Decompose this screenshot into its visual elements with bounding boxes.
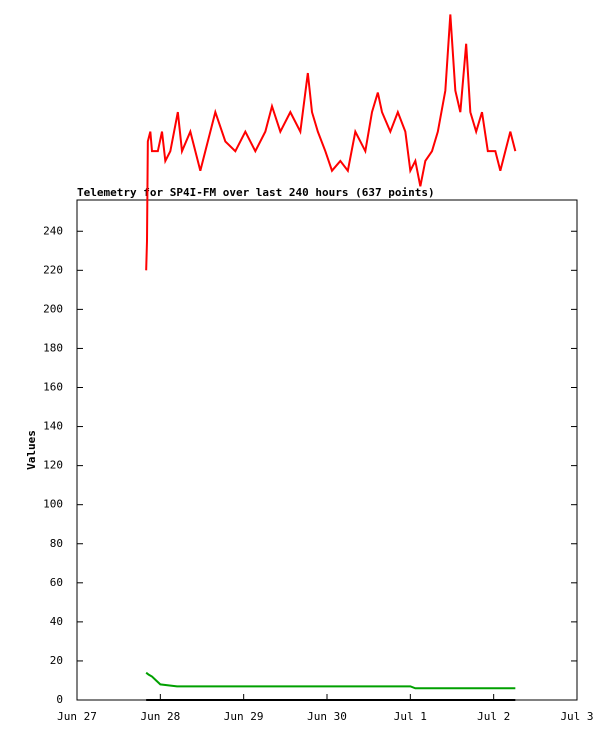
y-tick-label: 80 — [50, 537, 63, 550]
y-tick-label: 0 — [56, 693, 63, 706]
y-tick-label: 180 — [43, 341, 63, 354]
y-tick-label: 160 — [43, 381, 63, 394]
x-tick-label: Jun 29 — [224, 710, 264, 723]
x-tick-label: Jun 28 — [140, 710, 180, 723]
y-tick-label: 200 — [43, 302, 63, 315]
plot-frame — [76, 199, 578, 701]
chart-title: Telemetry for SP4I-FM over last 240 hour… — [77, 186, 435, 199]
y-tick-label: 40 — [50, 615, 63, 628]
x-tick-label: Jul 3 — [560, 710, 593, 723]
x-tick-label: Jul 1 — [394, 710, 427, 723]
y-tick-label: 100 — [43, 498, 63, 511]
series-line — [145, 14, 517, 271]
x-tick-label: Jun 30 — [307, 710, 347, 723]
y-tick-label: 120 — [43, 459, 63, 472]
y-tick-label: 60 — [50, 576, 63, 589]
x-tick-label: Jun 27 — [57, 710, 97, 723]
y-axis-label: Values — [25, 430, 38, 470]
y-tick-label: 220 — [43, 263, 63, 276]
y-tick-label: 140 — [43, 420, 63, 433]
y-tick-label: 20 — [50, 654, 63, 667]
y-tick-label: 240 — [43, 224, 63, 237]
series-line — [145, 671, 516, 690]
x-tick-label: Jul 2 — [477, 710, 510, 723]
